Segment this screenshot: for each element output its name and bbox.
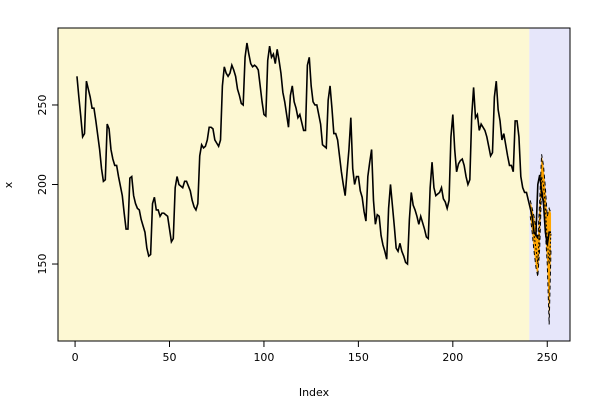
forecast-line [529,176,552,265]
x-axis-label: Index [299,386,330,399]
y-tick-label: 150 [36,254,49,275]
past-region [58,28,530,341]
x-tick-label: 50 [163,351,177,364]
y-tick-label: 250 [36,94,49,115]
x-tick-label: 150 [348,351,369,364]
x-tick-label: 200 [442,351,463,364]
y-axis-label: x [2,181,15,188]
y-tick-label: 200 [36,174,49,195]
x-tick-label: 250 [537,351,558,364]
x-tick-label: 100 [253,351,274,364]
forecast-bound [529,154,552,241]
x-tick-label: 0 [72,351,79,364]
series-line [76,42,552,266]
forecast-bound [529,187,552,325]
